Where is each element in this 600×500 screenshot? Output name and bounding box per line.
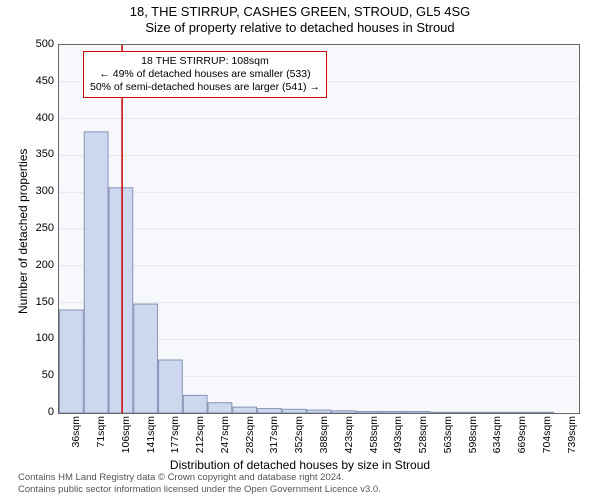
xtick-label: 739sqm (566, 416, 578, 464)
xtick-label: 458sqm (368, 416, 380, 464)
bar (84, 132, 108, 413)
bar (159, 360, 183, 413)
bar (505, 412, 529, 413)
xtick-label: 317sqm (268, 416, 280, 464)
footer: Contains HM Land Registry data © Crown c… (18, 472, 381, 496)
ytick-label: 250 (14, 222, 54, 234)
xtick-label: 282sqm (244, 416, 256, 464)
ytick-label: 400 (14, 112, 54, 124)
xtick-label: 212sqm (194, 416, 206, 464)
ytick-label: 450 (14, 75, 54, 87)
bar (406, 412, 430, 413)
annot-line1: 18 THE STIRRUP: 108sqm (90, 55, 320, 68)
ytick-label: 350 (14, 148, 54, 160)
plot-svg (59, 45, 579, 413)
bar (134, 304, 158, 413)
title-address: 18, THE STIRRUP, CASHES GREEN, STROUD, G… (0, 4, 600, 20)
bar (381, 412, 405, 413)
bar (456, 412, 480, 413)
title-subtitle: Size of property relative to detached ho… (0, 20, 600, 36)
xtick-label: 598sqm (467, 416, 479, 464)
bar (208, 403, 232, 413)
bar (60, 310, 84, 413)
xtick-label: 563sqm (442, 416, 454, 464)
bar (109, 188, 133, 413)
bar (480, 412, 504, 413)
xtick-label: 423sqm (343, 416, 355, 464)
xtick-label: 71sqm (95, 416, 107, 464)
ytick-label: 200 (14, 259, 54, 271)
xtick-label: 528sqm (417, 416, 429, 464)
xtick-label: 634sqm (491, 416, 503, 464)
ytick-label: 500 (14, 38, 54, 50)
footer-line1: Contains HM Land Registry data © Crown c… (18, 472, 381, 484)
xtick-label: 704sqm (541, 416, 553, 464)
xtick-label: 493sqm (392, 416, 404, 464)
annot-line3: 50% of semi-detached houses are larger (… (90, 81, 320, 94)
bar (431, 412, 455, 413)
ytick-label: 150 (14, 296, 54, 308)
ytick-label: 50 (14, 369, 54, 381)
bar (357, 412, 381, 413)
bar (332, 411, 356, 413)
annotation-box: 18 THE STIRRUP: 108sqm ← 49% of detached… (83, 51, 327, 98)
xtick-label: 36sqm (70, 416, 82, 464)
ytick-label: 100 (14, 332, 54, 344)
bar (307, 410, 331, 413)
xtick-label: 352sqm (293, 416, 305, 464)
xtick-label: 177sqm (169, 416, 181, 464)
ytick-label: 0 (14, 406, 54, 418)
xtick-label: 388sqm (318, 416, 330, 464)
bar (258, 409, 282, 413)
titles: 18, THE STIRRUP, CASHES GREEN, STROUD, G… (0, 0, 600, 37)
bar (530, 412, 554, 413)
footer-line2: Contains public sector information licen… (18, 484, 381, 496)
bar (282, 409, 306, 413)
ytick-label: 300 (14, 185, 54, 197)
chart-container: 18, THE STIRRUP, CASHES GREEN, STROUD, G… (0, 0, 600, 500)
xtick-label: 247sqm (219, 416, 231, 464)
xtick-label: 141sqm (145, 416, 157, 464)
bar (183, 395, 207, 413)
xtick-label: 669sqm (516, 416, 528, 464)
plot-area: 18 THE STIRRUP: 108sqm ← 49% of detached… (58, 44, 580, 414)
bar (233, 407, 257, 413)
annot-line2: ← 49% of detached houses are smaller (53… (90, 68, 320, 81)
xtick-label: 106sqm (120, 416, 132, 464)
